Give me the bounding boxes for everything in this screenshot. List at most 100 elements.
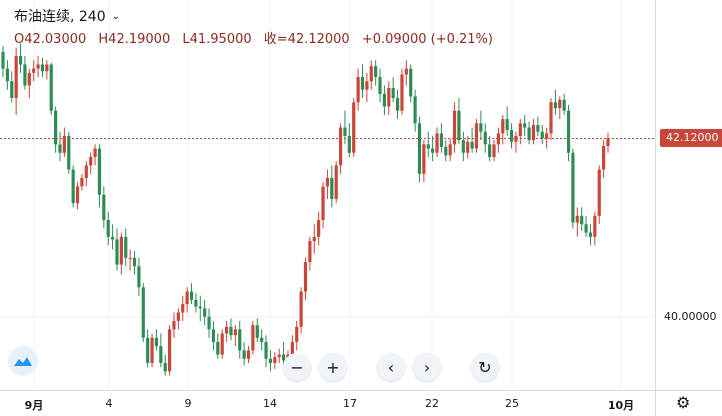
candle-body [474,123,479,149]
last-price-tag: 42.12000 [660,129,722,148]
candle [14,47,18,115]
candle [32,60,36,82]
candle-body [369,66,373,82]
candle-body [93,148,97,157]
reset-chart-button[interactable]: ↻ [471,353,499,381]
candle-body [514,135,518,142]
candle-body [27,72,31,86]
candle [558,96,562,120]
candle-body [194,299,198,307]
candle [27,68,31,99]
candle [461,131,465,162]
candle [229,318,233,341]
close-value: 收=42.12000 [263,32,350,47]
candle [54,106,58,153]
candle-body [404,68,408,75]
candle-body [602,146,606,170]
candle [593,211,597,246]
candle [321,182,325,229]
candle-body [220,333,224,355]
tradingview-cloud-icon[interactable] [8,346,38,376]
candle [242,341,246,366]
candle-body [238,329,242,351]
candle-body [334,165,338,199]
candle-body [45,64,49,72]
candle [395,89,400,120]
gear-icon[interactable]: ⚙ [676,393,691,412]
candle [474,119,479,153]
candle-body [387,88,391,107]
candle [606,132,610,153]
candle [540,125,544,145]
candle [167,325,172,376]
candle-body [566,110,571,153]
scroll-left-button[interactable]: ‹ [377,353,405,381]
candle-body [260,337,264,342]
candle [1,45,5,78]
candle-body [417,123,422,174]
candle [23,56,27,90]
candle-body [290,341,294,355]
price-axis[interactable]: 42.12000 40.00000 [655,0,722,390]
candle-body [580,215,584,225]
candle [137,257,141,296]
candle-body [58,144,62,153]
symbol-name: 布油连续, 240 [14,9,106,25]
candle [575,207,579,237]
candle [128,249,132,271]
candle [505,106,509,136]
time-axis[interactable]: 9月 4 9 14 17 22 25 10月 [0,390,655,416]
candle-body [330,177,334,199]
candle-body [321,186,325,221]
candle [531,119,536,145]
candle-body [111,236,115,240]
scroll-right-button[interactable]: › [413,353,441,381]
candle-body [198,306,202,309]
candle [334,161,338,204]
candle [338,123,343,174]
candle [141,283,145,342]
time-tick-oct: 10月 [607,399,635,412]
candle [452,102,457,153]
candle [124,228,128,267]
candle-body [435,133,439,153]
candle [10,71,14,103]
candle-body [426,144,430,149]
chevron-down-icon[interactable]: ⌄ [111,10,121,22]
candle-body [518,123,522,136]
candlestick-plot[interactable] [0,0,655,390]
candle-body [382,93,387,107]
candle-body [448,144,452,156]
candle [172,312,176,338]
candle [176,308,180,330]
candle [93,144,97,166]
candle-body [496,133,500,145]
candle [295,320,299,351]
candle-body [317,220,321,237]
chart-area[interactable]: 布油连续, 240 ⌄ O42.03000 H42.19000 L41.9500… [0,0,655,390]
candle-body [49,64,53,111]
candle-body [242,350,246,359]
candle [413,89,417,132]
candle-body [1,51,5,69]
candle-body [14,56,18,99]
candle [488,135,492,162]
zoom-out-button[interactable]: − [283,353,311,381]
symbol-legend[interactable]: 布油连续, 240 ⌄ [14,6,120,26]
candle [89,152,93,174]
candle [400,68,404,115]
candle [387,81,391,115]
candle [260,329,264,351]
ohlc-legend: O42.03000 H42.19000 L41.95000 收=42.12000… [14,28,501,47]
candle-body [395,98,400,111]
price-label-40: 40.00000 [664,309,717,323]
zoom-in-button[interactable]: + [319,353,347,381]
time-tick-14: 14 [263,397,277,410]
candle-body [575,215,579,223]
candle-body [536,125,540,132]
candle [238,320,242,359]
candle-body [562,99,566,111]
time-tick-17: 17 [343,397,357,410]
candle-body [558,99,562,109]
candle-body [159,346,163,363]
